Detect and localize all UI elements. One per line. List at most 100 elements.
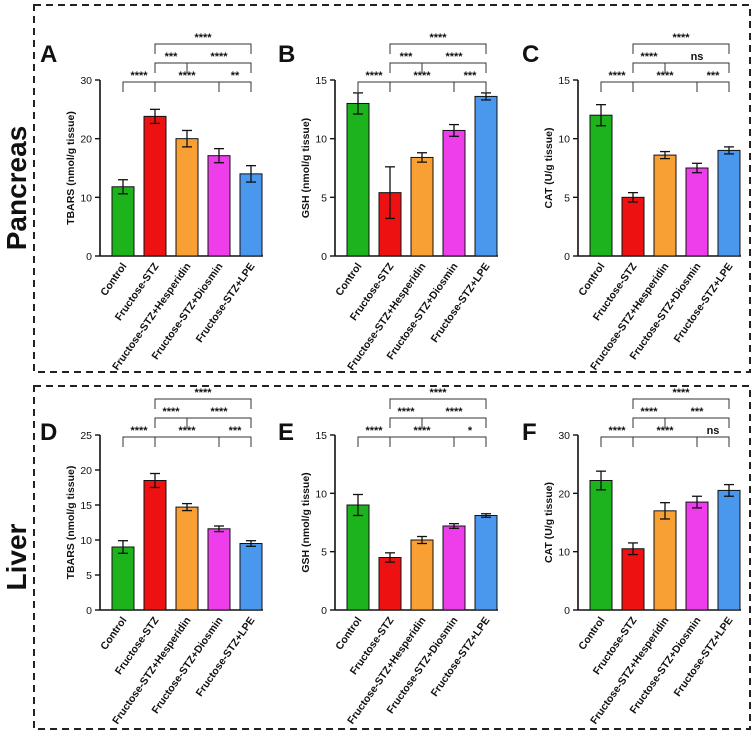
significance-label: ** <box>231 70 240 82</box>
significance-label: **** <box>130 70 148 82</box>
bar-e-0 <box>346 504 370 611</box>
significance-label: * <box>468 425 473 437</box>
panel-letter-d: D <box>40 419 57 446</box>
significance-bracket <box>389 81 455 92</box>
significance-label: ns <box>707 425 720 437</box>
significance-label: **** <box>445 406 463 418</box>
y-axis-title: TBARS (nmol/g tissue) <box>65 466 77 580</box>
y-tick-label: 0 <box>86 605 92 617</box>
significance-label: *** <box>464 70 478 82</box>
significance-label: **** <box>413 70 431 82</box>
pancreas-section-frame <box>33 4 751 373</box>
significance-bracket <box>389 436 455 447</box>
y-tick-label: 25 <box>80 430 92 442</box>
significance-label: **** <box>397 406 415 418</box>
bar-a-2 <box>175 138 199 257</box>
category-label: Control <box>98 615 129 653</box>
significance-label: *** <box>400 51 414 63</box>
y-axis-title: CAT (U/g tissue) <box>543 482 555 563</box>
significance-label: **** <box>608 425 626 437</box>
y-tick-label: 30 <box>558 430 570 442</box>
significance-label: **** <box>672 387 690 399</box>
category-label: Control <box>333 261 364 299</box>
bar-c-4 <box>717 149 741 257</box>
significance-bracket <box>357 436 391 447</box>
significance-label: **** <box>162 406 180 418</box>
y-tick-label: 5 <box>321 547 327 559</box>
significance-bracket <box>696 81 730 92</box>
y-tick-label: 0 <box>321 251 327 263</box>
significance-label: **** <box>365 425 383 437</box>
y-tick-label: 20 <box>558 488 570 500</box>
y-tick-label: 5 <box>321 192 327 204</box>
significance-label: **** <box>640 51 658 63</box>
significance-bracket <box>453 81 487 92</box>
significance-bracket <box>632 43 730 54</box>
category-label: Control <box>576 261 607 299</box>
bar-f-1 <box>621 548 645 611</box>
section-label-pancreas: Pancreas <box>1 126 32 251</box>
significance-bracket <box>389 43 487 54</box>
significance-bracket <box>664 62 730 73</box>
significance-label: **** <box>429 387 447 399</box>
significance-label: **** <box>445 51 463 63</box>
y-tick-label: 10 <box>558 547 570 559</box>
significance-label: **** <box>672 32 690 44</box>
bar-d-0 <box>111 546 135 611</box>
y-tick-label: 15 <box>558 75 570 87</box>
significance-label: **** <box>194 32 212 44</box>
significance-label: **** <box>365 70 383 82</box>
bar-f-4 <box>717 489 741 611</box>
significance-bracket <box>154 436 220 447</box>
significance-label: *** <box>229 425 243 437</box>
y-tick-label: 10 <box>80 535 92 547</box>
bar-c-3 <box>685 167 709 257</box>
y-tick-label: 0 <box>564 605 570 617</box>
significance-bracket <box>696 436 730 447</box>
significance-label: **** <box>130 425 148 437</box>
significance-label: *** <box>707 70 721 82</box>
y-axis-title: GSH (nmol/g tissue) <box>300 118 312 218</box>
bar-f-3 <box>685 501 709 611</box>
y-tick-label: 10 <box>558 134 570 146</box>
significance-bracket <box>453 436 487 447</box>
significance-label: **** <box>608 70 626 82</box>
y-tick-label: 15 <box>80 500 92 512</box>
significance-label: **** <box>210 406 228 418</box>
significance-bracket <box>154 43 252 54</box>
significance-bracket <box>600 81 634 92</box>
y-tick-label: 5 <box>86 570 92 582</box>
category-label: Fructose-STZ+LPE <box>672 615 736 699</box>
chart-panel-e: 0 5 10 15 GSH (nmol/g tissue) Control Fructose… <box>300 387 498 727</box>
y-tick-label: 0 <box>86 251 92 263</box>
section-label-liver: Liver <box>1 523 32 590</box>
significance-bracket <box>421 417 487 428</box>
y-tick-label: 10 <box>80 192 92 204</box>
bar-d-2 <box>175 506 199 611</box>
bar-e-2 <box>410 539 434 611</box>
significance-label: *** <box>691 406 705 418</box>
panel-letter-b: B <box>278 41 295 68</box>
significance-label: **** <box>178 70 196 82</box>
significance-label: **** <box>194 387 212 399</box>
y-tick-label: 10 <box>315 488 327 500</box>
category-label: Control <box>333 615 364 653</box>
significance-bracket <box>632 398 730 409</box>
panel-letter-f: F <box>522 419 537 446</box>
bar-b-0 <box>346 102 370 257</box>
category-label: Fructose-STZ+LPE <box>194 615 258 699</box>
y-tick-label: 0 <box>564 251 570 263</box>
significance-label: **** <box>178 425 196 437</box>
significance-bracket <box>154 398 252 409</box>
significance-bracket <box>632 436 698 447</box>
bar-c-1 <box>621 196 645 257</box>
bar-a-0 <box>111 186 135 257</box>
y-tick-label: 20 <box>80 134 92 146</box>
bar-a-1 <box>143 115 167 257</box>
significance-bracket <box>218 81 252 92</box>
panel-letter-c: C <box>522 41 539 68</box>
category-label: Fructose-STZ+LPE <box>429 615 493 699</box>
bar-c-2 <box>653 154 677 257</box>
significance-bracket <box>664 417 730 428</box>
